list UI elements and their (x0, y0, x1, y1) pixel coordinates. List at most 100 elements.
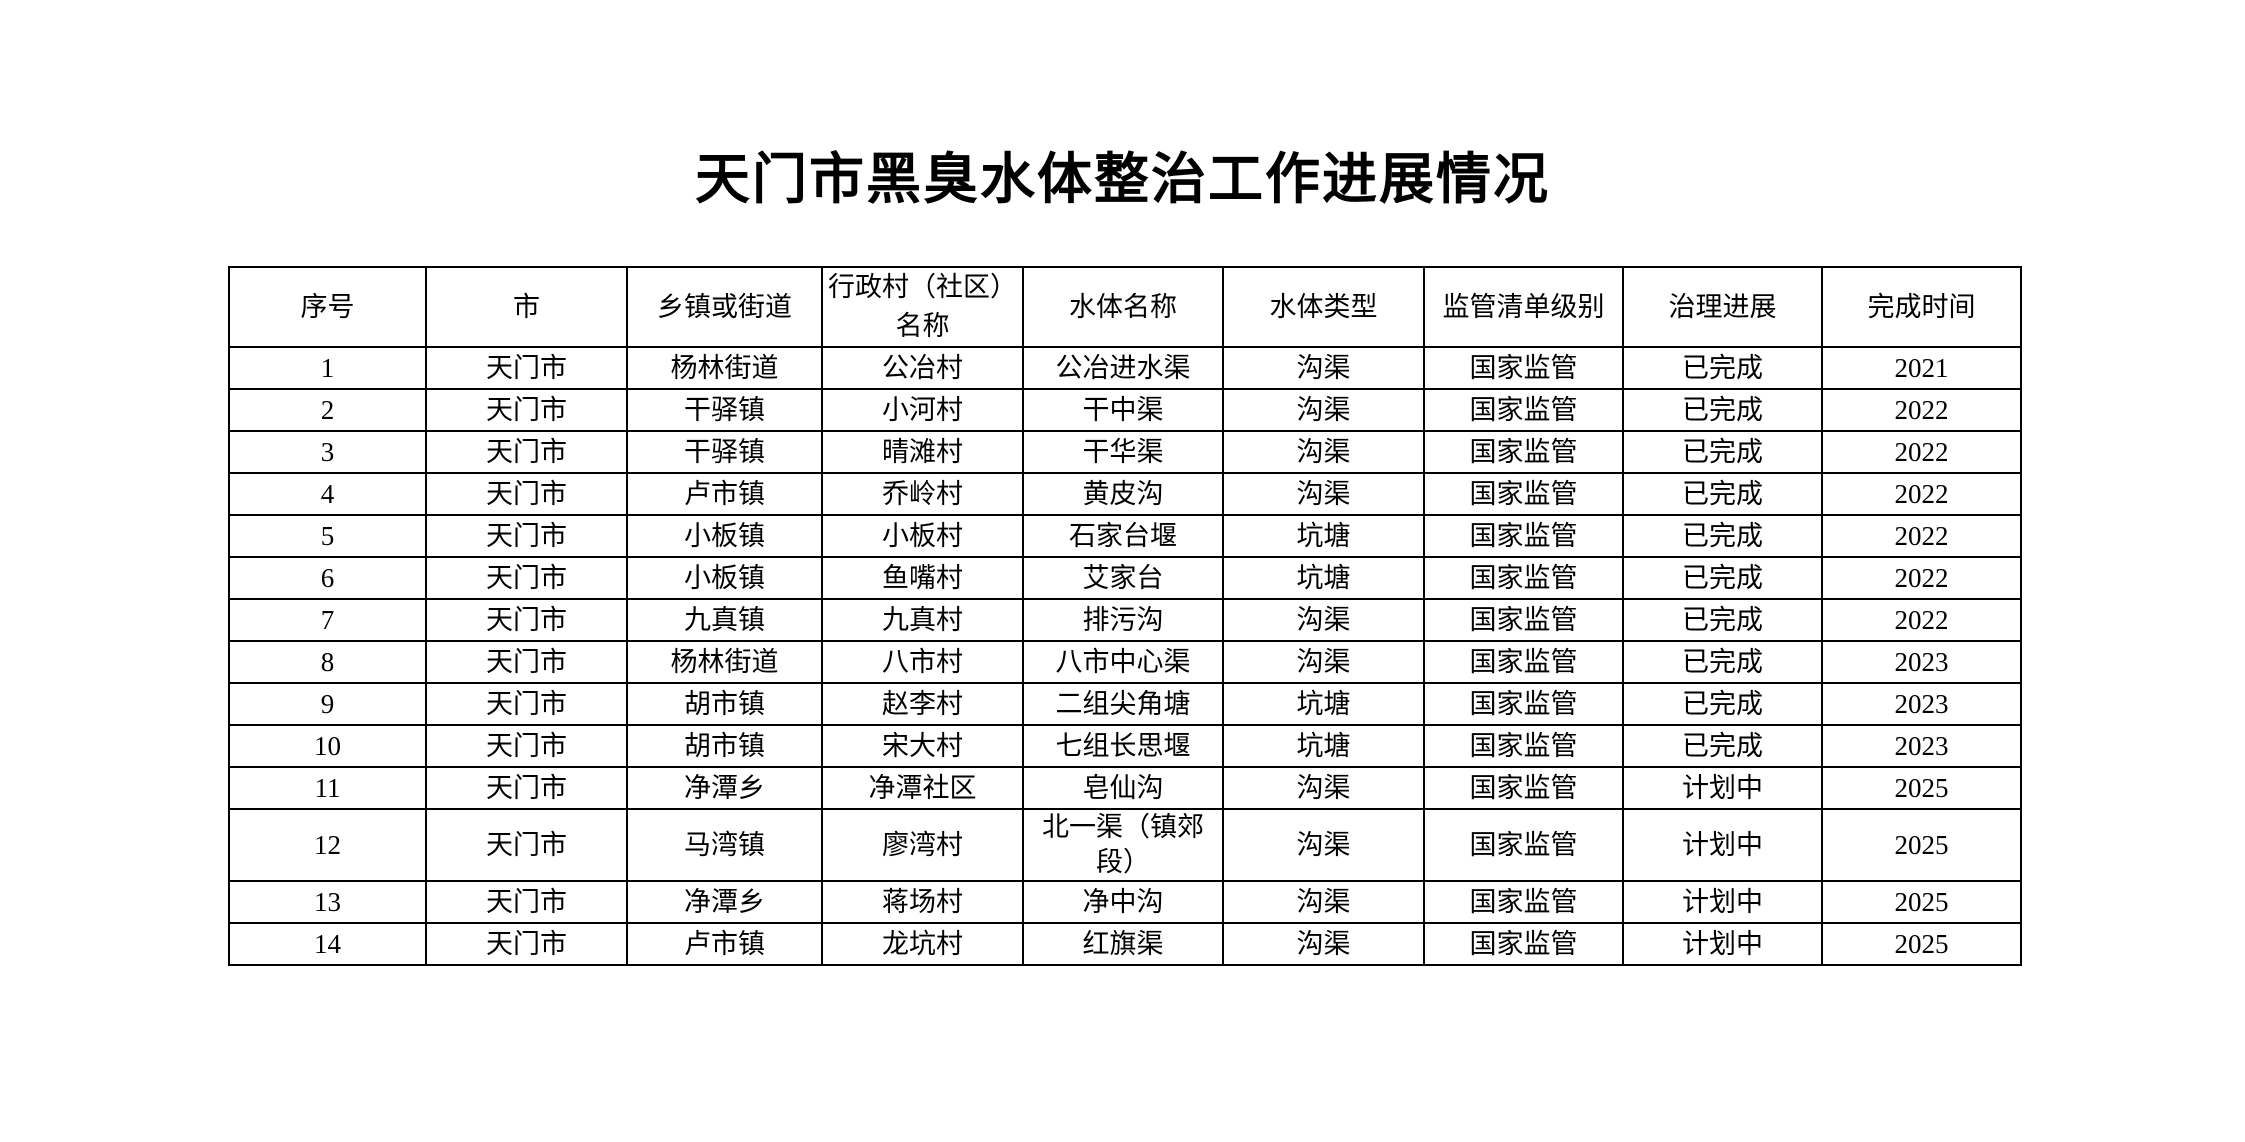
table-cell: 七组长思堰 (1022, 724, 1224, 769)
table-cell: 7 (228, 598, 427, 643)
table-row: 11 天门市 净潭乡 净潭社区 皂仙沟 沟渠 国家监管 计划中 2025 (228, 766, 2022, 811)
table-cell: 沟渠 (1222, 388, 1425, 433)
table-cell: 国家监管 (1423, 346, 1624, 391)
header-cell-progress: 治理进展 (1622, 265, 1823, 349)
table-cell: 已完成 (1622, 472, 1823, 517)
table-cell: 9 (228, 682, 427, 727)
header-cell-index: 序号 (228, 265, 427, 349)
header-cell-waterbody-name: 水体名称 (1022, 265, 1224, 349)
table-cell: 红旗渠 (1022, 922, 1224, 967)
table-cell: 5 (228, 514, 427, 559)
table-cell: 天门市 (425, 388, 628, 433)
table-cell: 胡市镇 (626, 682, 823, 727)
header-cell-city: 市 (425, 265, 628, 349)
table-cell: 已完成 (1622, 556, 1823, 601)
table-cell: 沟渠 (1222, 472, 1425, 517)
header-cell-completion-time: 完成时间 (1821, 265, 2022, 349)
table-cell: 干中渠 (1022, 388, 1224, 433)
table-cell: 赵李村 (821, 682, 1024, 727)
table-cell: 2022 (1821, 514, 2022, 559)
table-cell: 已完成 (1622, 598, 1823, 643)
table-cell: 2025 (1821, 922, 2022, 967)
table-cell: 杨林街道 (626, 640, 823, 685)
table-cell: 2 (228, 388, 427, 433)
table-cell: 已完成 (1622, 724, 1823, 769)
table-cell: 艾家台 (1022, 556, 1224, 601)
table-cell: 天门市 (425, 682, 628, 727)
table-cell: 蒋场村 (821, 880, 1024, 925)
table-cell: 11 (228, 766, 427, 811)
table-cell: 天门市 (425, 346, 628, 391)
table-cell: 杨林街道 (626, 346, 823, 391)
table-cell: 鱼嘴村 (821, 556, 1024, 601)
table-cell: 2022 (1821, 472, 2022, 517)
table-cell: 天门市 (425, 808, 628, 883)
table-cell: 北一渠（镇郊段） (1022, 808, 1224, 883)
table-cell: 沟渠 (1222, 598, 1425, 643)
table-cell: 国家监管 (1423, 922, 1624, 967)
table-cell: 2022 (1821, 598, 2022, 643)
table-cell: 国家监管 (1423, 598, 1624, 643)
table-cell: 2023 (1821, 724, 2022, 769)
table-cell: 坑塘 (1222, 556, 1425, 601)
table-cell: 公冶村 (821, 346, 1024, 391)
table-cell: 天门市 (425, 514, 628, 559)
table-cell: 计划中 (1622, 766, 1823, 811)
table-cell: 2021 (1821, 346, 2022, 391)
table-cell: 沟渠 (1222, 808, 1425, 883)
table-cell: 小板村 (821, 514, 1024, 559)
table-cell: 1 (228, 346, 427, 391)
header-cell-village: 行政村（社区）名称 (821, 265, 1024, 349)
table-row: 1 天门市 杨林街道 公冶村 公冶进水渠 沟渠 国家监管 已完成 2021 (228, 346, 2022, 391)
table-cell: 坑塘 (1222, 724, 1425, 769)
table-cell: 国家监管 (1423, 556, 1624, 601)
table-cell: 干驿镇 (626, 430, 823, 475)
table-row: 2 天门市 干驿镇 小河村 干中渠 沟渠 国家监管 已完成 2022 (228, 388, 2022, 433)
table-cell: 8 (228, 640, 427, 685)
table-row: 7 天门市 九真镇 九真村 排污沟 沟渠 国家监管 已完成 2022 (228, 598, 2022, 643)
progress-table-grid: 序号 市 乡镇或街道 行政村（社区）名称 水体名称 水体类型 监管清单级别 治理… (228, 265, 2022, 967)
table-cell: 净潭乡 (626, 880, 823, 925)
table-cell: 已完成 (1622, 388, 1823, 433)
table-cell: 净中沟 (1022, 880, 1224, 925)
table-cell: 天门市 (425, 766, 628, 811)
table-cell: 已完成 (1622, 640, 1823, 685)
table-cell: 已完成 (1622, 514, 1823, 559)
table-cell: 净潭乡 (626, 766, 823, 811)
table-cell: 国家监管 (1423, 724, 1624, 769)
table-cell: 国家监管 (1423, 388, 1624, 433)
table-cell: 九真镇 (626, 598, 823, 643)
table-cell: 6 (228, 556, 427, 601)
table-cell: 计划中 (1622, 922, 1823, 967)
table-cell: 卢市镇 (626, 472, 823, 517)
table-cell: 天门市 (425, 640, 628, 685)
table-cell: 国家监管 (1423, 880, 1624, 925)
table-cell: 坑塘 (1222, 682, 1425, 727)
table-cell: 14 (228, 922, 427, 967)
table-cell: 八市村 (821, 640, 1024, 685)
table-cell: 胡市镇 (626, 724, 823, 769)
table-cell: 13 (228, 880, 427, 925)
table-cell: 沟渠 (1222, 922, 1425, 967)
table-cell: 小河村 (821, 388, 1024, 433)
table-row: 14 天门市 卢市镇 龙坑村 红旗渠 沟渠 国家监管 计划中 2025 (228, 922, 2022, 967)
table-cell: 干驿镇 (626, 388, 823, 433)
page-title: 天门市黑臭水体整治工作进展情况 (694, 149, 1550, 210)
table-cell: 2025 (1821, 808, 2022, 883)
table-cell: 排污沟 (1022, 598, 1224, 643)
table-cell: 干华渠 (1022, 430, 1224, 475)
table-row: 13 天门市 净潭乡 蒋场村 净中沟 沟渠 国家监管 计划中 2025 (228, 880, 2022, 925)
header-cell-township: 乡镇或街道 (626, 265, 823, 349)
table-cell: 石家台堰 (1022, 514, 1224, 559)
table-cell: 国家监管 (1423, 514, 1624, 559)
table-cell: 2022 (1821, 388, 2022, 433)
table-cell: 二组尖角塘 (1022, 682, 1224, 727)
table-cell: 皂仙沟 (1022, 766, 1224, 811)
table-cell: 沟渠 (1222, 640, 1425, 685)
table-cell: 2025 (1821, 880, 2022, 925)
table-cell: 国家监管 (1423, 808, 1624, 883)
table-cell: 廖湾村 (821, 808, 1024, 883)
table-cell: 国家监管 (1423, 682, 1624, 727)
progress-table: 序号 市 乡镇或街道 行政村（社区）名称 水体名称 水体类型 监管清单级别 治理… (228, 265, 2022, 967)
